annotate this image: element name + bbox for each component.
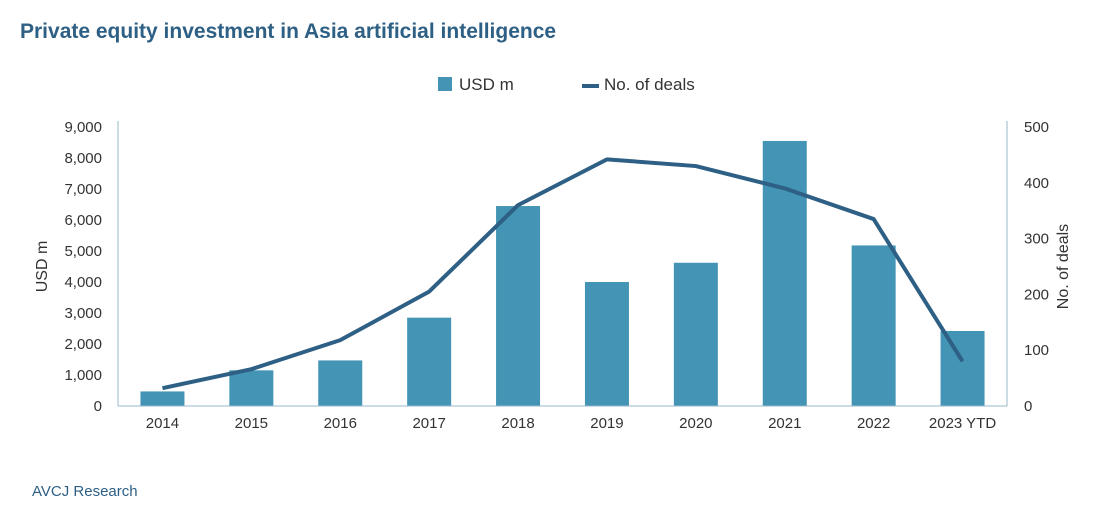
y2-tick-label: 300 [1024,231,1049,248]
x-tick-label: 2018 [501,415,534,432]
y2-tick-label: 500 [1024,119,1049,136]
legend-swatch-usd [438,77,452,91]
x-tick-label: 2019 [590,415,623,432]
y-axis-title: USD m [34,241,51,293]
bar-usd-2019 [584,282,629,406]
legend-label-usd: USD m [459,75,514,94]
bar-usd-2020 [673,262,718,406]
legend-label-deals: No. of deals [604,75,695,94]
y-tick-label: 9,000 [64,119,102,136]
y-tick-label: 4,000 [64,274,102,291]
x-tick-label: 2015 [235,415,268,432]
x-tick-label: 2021 [768,415,801,432]
y-tick-label: 8,000 [64,150,102,167]
x-tick-label: 2016 [324,415,357,432]
x-tick-label: 2014 [146,415,179,432]
series-line-deals [162,157,965,391]
y-tick-label: 0 [94,398,102,415]
y-tick-label: 3,000 [64,305,102,322]
y-tick-label: 6,000 [64,212,102,229]
bar-usd-2021 [762,140,807,406]
y-tick-label: 1,000 [64,367,102,384]
x-tick-label: 2017 [412,415,445,432]
legend: USD m No. of deals [438,75,695,94]
bar-usd-2018 [496,206,541,406]
bar-usd-2017 [407,317,452,406]
bar-usd-2015 [229,370,274,406]
bar-usd-2016 [318,360,363,406]
y2-tick-label: 100 [1024,342,1049,359]
x-tick-label: 2020 [679,415,712,432]
y-tick-label: 2,000 [64,336,102,353]
bar-usd-2014 [140,391,185,406]
chart-title: Private equity investment in Asia artifi… [20,20,557,43]
x-tick-label: 2023 YTD [929,415,996,432]
bar-usd-2023-ytd [940,330,985,406]
source-note: AVCJ Research [32,483,138,500]
x-tick-label: 2022 [857,415,890,432]
y2-tick-label: 400 [1024,175,1049,192]
y2-tick-label: 0 [1024,398,1032,415]
y2-axis-title: No. of deals [1055,224,1072,309]
y2-tick-label: 200 [1024,286,1049,303]
y-tick-label: 7,000 [64,181,102,198]
y-tick-label: 5,000 [64,243,102,260]
bar-usd-2022 [851,245,896,406]
